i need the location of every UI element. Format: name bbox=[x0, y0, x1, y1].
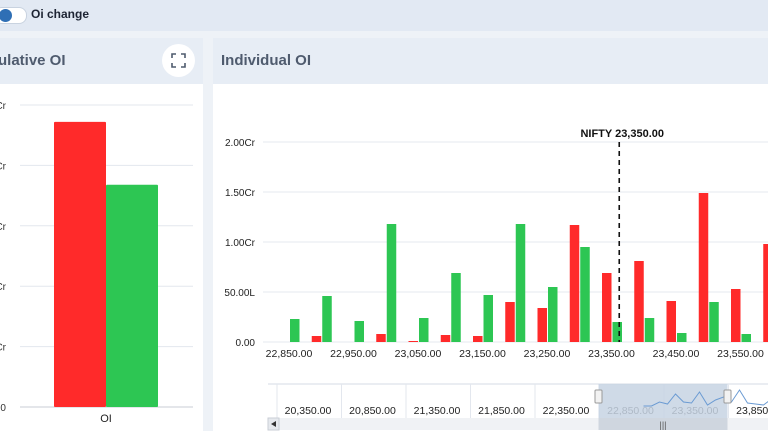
call-oi-bar bbox=[440, 335, 451, 342]
put-oi-bar bbox=[548, 287, 558, 342]
call-oi-bar bbox=[54, 121, 106, 408]
navigator-left-handle[interactable] bbox=[594, 389, 603, 404]
y-tick-label: 2.00Cr bbox=[225, 138, 256, 149]
put-oi-bar bbox=[322, 296, 332, 342]
put-oi-bar bbox=[677, 333, 687, 342]
put-oi-bar bbox=[644, 318, 655, 342]
put-oi-bar bbox=[612, 322, 622, 342]
individual-oi-title: Individual OI bbox=[221, 52, 312, 69]
put-oi-bar bbox=[580, 247, 590, 342]
cumulative-oi-title: ulative OI bbox=[0, 52, 66, 69]
y-tick-label: 50.00L bbox=[224, 288, 255, 299]
put-oi-bar bbox=[741, 334, 751, 342]
navigator-series-line bbox=[643, 389, 768, 407]
put-oi-bar bbox=[709, 302, 719, 342]
call-oi-bar bbox=[473, 336, 483, 342]
x-tick-label: 23,050.00 bbox=[395, 348, 442, 360]
x-tick-label: 23,150.00 bbox=[459, 348, 506, 360]
navigator-tick-label: 21,350.00 bbox=[414, 405, 461, 417]
navigator-selection bbox=[598, 384, 728, 418]
y-tick-label: 1.50Cr bbox=[225, 188, 256, 199]
navigator-tick-label: 23,850.00 bbox=[736, 405, 768, 417]
call-oi-bar bbox=[602, 273, 612, 342]
individual-oi-panel: Individual OI 0.00 50.00L 1.00Cr 1.50Cr 2.00… bbox=[213, 38, 768, 431]
x-tick-label: 23,350.00 bbox=[588, 348, 635, 360]
call-oi-bar bbox=[763, 244, 768, 342]
put-oi-bar bbox=[386, 224, 397, 342]
call-oi-bar bbox=[731, 289, 741, 342]
put-oi-bar bbox=[451, 273, 461, 342]
cumulative-oi-panel: ulative OI Cr Cr Cr Cr Cr 00 OI bbox=[0, 38, 203, 431]
scrollbar-grip-icon: ||| bbox=[659, 420, 666, 430]
navigator-scrollbar-thumb[interactable] bbox=[598, 418, 728, 430]
y-tick-label: Cr bbox=[0, 222, 7, 233]
y-tick-label: 0.00 bbox=[236, 338, 256, 349]
chevron-left-icon bbox=[271, 421, 276, 427]
cumulative-oi-chart: Cr Cr Cr Cr Cr 00 OI bbox=[0, 101, 193, 425]
individual-oi-chart: 0.00 50.00L 1.00Cr 1.50Cr 2.00Cr 22,850.00 22,… bbox=[224, 128, 768, 431]
toggle-knob bbox=[0, 9, 12, 22]
x-tick-label: 23,450.00 bbox=[653, 348, 700, 360]
navigator-tick-label: 21,850.00 bbox=[478, 405, 525, 417]
oi-change-toggle[interactable] bbox=[0, 7, 27, 24]
navigator-tick-label: 22,350.00 bbox=[543, 405, 590, 417]
navigator-tick-label: 20,350.00 bbox=[285, 405, 332, 417]
x-tick-label: OI bbox=[100, 413, 112, 425]
x-tick-label: 22,950.00 bbox=[330, 348, 377, 360]
fullscreen-button[interactable] bbox=[162, 44, 195, 77]
individual-oi-header: Individual OI bbox=[213, 38, 768, 84]
put-oi-bar bbox=[290, 319, 300, 342]
y-tick-label: 00 bbox=[0, 403, 6, 414]
y-tick-label: 1.00Cr bbox=[225, 238, 256, 249]
call-oi-bar bbox=[311, 336, 322, 342]
put-oi-bar bbox=[515, 224, 526, 342]
navigator-right-handle[interactable] bbox=[723, 389, 732, 404]
oi-change-label: Oi change bbox=[31, 7, 90, 21]
put-oi-bar bbox=[106, 184, 158, 407]
y-tick-label: Cr bbox=[0, 343, 7, 354]
call-oi-bar bbox=[569, 225, 580, 342]
call-oi-bar bbox=[408, 341, 418, 342]
y-tick-label: Cr bbox=[0, 101, 7, 112]
navigator-tick-label: 20,850.00 bbox=[349, 405, 396, 417]
call-oi-bar bbox=[666, 301, 676, 342]
fullscreen-icon bbox=[171, 53, 186, 68]
put-oi-bar bbox=[354, 321, 364, 342]
top-toolbar: Oi change bbox=[0, 0, 768, 31]
call-oi-bar bbox=[505, 302, 515, 342]
call-oi-bar bbox=[634, 261, 644, 342]
call-oi-bar bbox=[698, 193, 709, 342]
x-tick-label: 23,550.00 bbox=[717, 348, 764, 360]
put-oi-bar bbox=[483, 295, 493, 342]
y-tick-label: Cr bbox=[0, 282, 7, 293]
call-oi-bar bbox=[537, 308, 547, 342]
x-tick-label: 22,850.00 bbox=[266, 348, 313, 360]
call-oi-bar bbox=[376, 334, 386, 342]
spot-price-label: NIFTY 23,350.00 bbox=[580, 128, 664, 140]
x-tick-label: 23,250.00 bbox=[524, 348, 571, 360]
y-tick-label: Cr bbox=[0, 161, 7, 172]
put-oi-bar bbox=[419, 318, 429, 342]
cumulative-oi-header: ulative OI bbox=[0, 38, 203, 84]
